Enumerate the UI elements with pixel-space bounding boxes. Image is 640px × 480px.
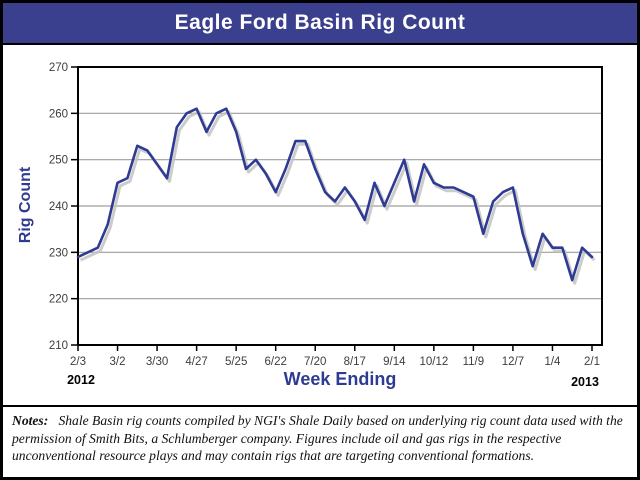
y-tick-label: 250 [49,155,68,167]
x-tick-label: 10/12 [419,356,448,368]
x-tick-label: 3/2 [110,356,126,368]
x-axis-title: Week Ending [283,369,397,389]
series-line [76,107,594,282]
notes-text: Shale Basin rig counts compiled by NGI's… [12,413,623,464]
x-tick-label: 9/14 [383,356,406,368]
notes-section: Notes: Shale Basin rig counts compiled b… [3,405,637,477]
x-tick-label: 2/1 [584,356,600,368]
year-label-right: 2013 [571,375,599,389]
chart-svg: 210 220 230 240 250 260 270 2/3 3/2 3/30 4/27 5/25 6… [49,62,603,368]
x-tick-label: 3/30 [146,356,168,368]
x-tick-label: 5/25 [225,356,247,368]
y-tick-label: 270 [49,62,68,74]
chart-title: Eagle Ford Basin Rig Count [174,11,466,34]
plot-area: 210 220 230 240 250 260 270 2/3 3/2 3/30 4/27 5/25 6… [3,45,637,405]
x-tick-label: 4/27 [185,356,207,368]
notes-label: Notes: [12,413,49,428]
y-tick-label: 240 [49,201,68,213]
x-tick-label: 1/4 [544,356,561,368]
y-tick-label: 210 [49,340,68,352]
x-tick-label: 11/9 [463,356,485,368]
y-tick-label: 220 [49,294,68,306]
title-bar: Eagle Ford Basin Rig Count [3,3,637,45]
x-tick-label: 7/20 [304,356,326,368]
x-tick-label: 6/22 [264,356,286,368]
y-tick-label: 230 [49,247,68,259]
x-tick-label: 8/17 [344,356,366,368]
x-tick-label: 12/7 [502,356,524,368]
year-label-left: 2012 [67,373,95,387]
y-axis-title: Rig Count [17,166,34,244]
y-tick-label: 260 [49,108,68,120]
x-tick-label: 2/3 [70,356,86,368]
